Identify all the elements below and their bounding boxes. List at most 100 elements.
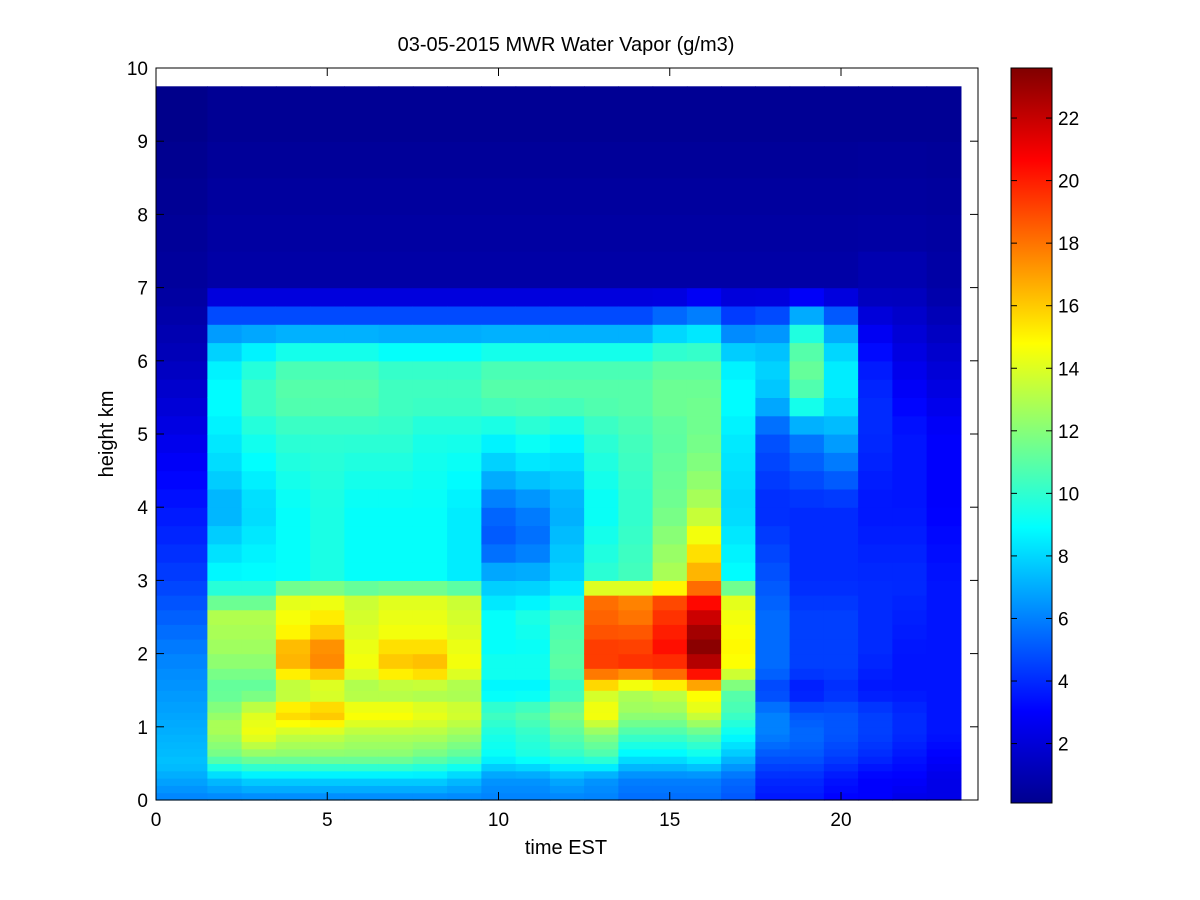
heatmap-cell [858, 543, 893, 563]
axes-box [155, 67, 979, 801]
heatmap-cell [344, 177, 380, 215]
heatmap-cell [926, 778, 962, 786]
heatmap-cell [755, 624, 791, 640]
heatmap-cell [823, 756, 859, 764]
heatmap-cell [156, 287, 208, 307]
heatmap-cell [926, 488, 962, 508]
heatmap-cell [652, 452, 688, 472]
heatmap-cell [926, 525, 962, 545]
colorbar-tick-label: 20 [1058, 172, 1079, 193]
heatmap-cell [584, 379, 619, 398]
heatmap-cell [412, 748, 448, 757]
heatmap-cell [789, 748, 825, 757]
heatmap-cell [207, 525, 243, 545]
heatmap-cell [241, 726, 277, 735]
heatmap-cell [481, 734, 517, 743]
heatmap-cell [755, 452, 791, 472]
heatmap-cell [755, 778, 791, 786]
heatmap-cell [156, 756, 208, 764]
heatmap-cell [378, 690, 414, 702]
heatmap-cell [275, 679, 311, 691]
heatmap-cell [618, 609, 654, 625]
heatmap-cell [926, 595, 962, 611]
heatmap-cell [156, 251, 208, 289]
heatmap-cell [892, 86, 928, 142]
heatmap-cell [686, 342, 722, 362]
heatmap-cell [241, 701, 277, 713]
heatmap-cell [721, 177, 756, 215]
heatmap-cell [378, 251, 414, 289]
heatmap-cell [515, 86, 551, 142]
heatmap-cell [892, 507, 928, 527]
heatmap-cell [481, 763, 517, 772]
heatmap-cell [207, 741, 243, 750]
heatmap-cell [789, 214, 825, 252]
heatmap-cell [310, 251, 345, 289]
heatmap-cell [207, 562, 243, 581]
heatmap-cell [652, 756, 688, 764]
heatmap-cell [344, 141, 380, 179]
heatmap-cell [207, 397, 243, 417]
heatmap-cell [721, 778, 756, 786]
heatmap-cell [241, 470, 277, 490]
heatmap-cell [378, 668, 414, 680]
heatmap-cell [412, 251, 448, 289]
heatmap-cell [789, 770, 825, 779]
heatmap-cell [378, 580, 414, 596]
heatmap-cell [686, 756, 722, 764]
heatmap-cell [618, 434, 654, 453]
heatmap-cell [823, 470, 859, 490]
heatmap-cell [618, 763, 654, 772]
heatmap-cell [549, 287, 585, 307]
heatmap-cell [892, 452, 928, 472]
heatmap-cell [549, 562, 585, 581]
heatmap-cell [515, 214, 551, 252]
heatmap-cell [618, 507, 654, 527]
heatmap-cell [515, 778, 551, 786]
heatmap-cell [584, 543, 619, 563]
heatmap-cell [344, 342, 380, 362]
heatmap-cell [156, 719, 208, 728]
heatmap-cell [892, 609, 928, 625]
heatmap-cell [344, 778, 380, 786]
heatmap-cell [275, 397, 311, 417]
heatmap-cell [721, 342, 756, 362]
heatmap-cell [584, 668, 619, 680]
heatmap-cell [310, 214, 345, 252]
heatmap-cell [618, 580, 654, 596]
heatmap-cell [412, 712, 448, 721]
heatmap-cell [412, 287, 448, 307]
heatmap-cell [926, 434, 962, 453]
heatmap-cell [721, 470, 756, 490]
heatmap-cell [858, 770, 893, 779]
heatmap-cell [892, 741, 928, 750]
heatmap-cell [447, 668, 482, 680]
colorbar-tick-label: 4 [1058, 672, 1069, 693]
heatmap-cell [721, 748, 756, 757]
heatmap-cell [858, 470, 893, 490]
heatmap-cell [686, 595, 722, 611]
heatmap-cell [156, 595, 208, 611]
heatmap-cell [481, 379, 517, 398]
heatmap-cell [412, 415, 448, 435]
heatmap-cell [344, 638, 380, 655]
heatmap-cell [549, 397, 585, 417]
heatmap-cell [241, 595, 277, 611]
heatmap-cell [515, 507, 551, 527]
heatmap-cell [481, 653, 517, 669]
heatmap-cell [515, 609, 551, 625]
y-tick-label: 5 [137, 425, 148, 446]
heatmap-cell [207, 543, 243, 563]
heatmap-cell [310, 734, 345, 743]
heatmap-cell [618, 141, 654, 179]
heatmap-cell [310, 679, 345, 691]
heatmap-cell [789, 507, 825, 527]
heatmap-cell [755, 360, 791, 380]
heatmap-cell [618, 748, 654, 757]
heatmap-cell [156, 690, 208, 702]
heatmap-cell [892, 712, 928, 721]
heatmap-cell [447, 397, 482, 417]
heatmap-cell [721, 86, 756, 142]
heatmap-cell [412, 701, 448, 713]
heatmap-cell [515, 624, 551, 640]
